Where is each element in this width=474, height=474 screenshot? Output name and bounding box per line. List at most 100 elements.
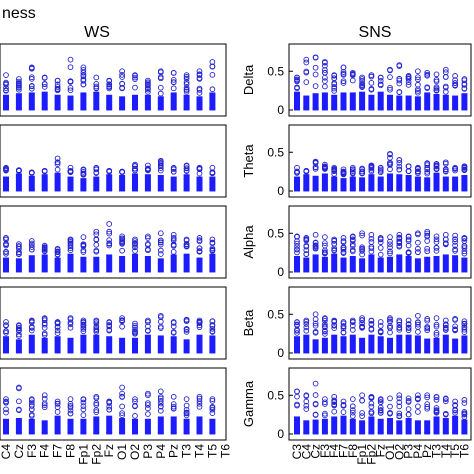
outlier-point (119, 394, 125, 400)
outlier-point (106, 228, 113, 235)
box-cz (312, 175, 319, 190)
outlier-point (387, 74, 393, 80)
outlier-point (196, 403, 203, 410)
outlier-point (145, 319, 151, 325)
outlier-point (54, 398, 61, 405)
box-f4 (41, 91, 48, 109)
outlier-point (452, 167, 458, 174)
outlier-point (183, 241, 190, 247)
outlier-point (340, 323, 347, 330)
box-c4 (303, 174, 310, 190)
outlier-point (312, 400, 319, 407)
box-f8 (349, 256, 356, 271)
outlier-point (424, 169, 431, 175)
outlier-point (170, 77, 177, 83)
outlier-point (54, 86, 61, 93)
outlier-point (183, 81, 190, 88)
outlier-point (303, 168, 310, 175)
y-tick-label: 0.5 (267, 388, 284, 402)
outlier-point (119, 236, 125, 243)
box-f7 (340, 336, 347, 352)
x-tick-label-c4: C4 (299, 444, 313, 460)
box-f3 (28, 418, 35, 433)
outlier-point (415, 329, 421, 335)
box-f4 (331, 253, 338, 271)
outlier-point (424, 327, 431, 334)
axes-frame (0, 205, 227, 279)
outlier-point (119, 410, 125, 416)
outlier-point (359, 170, 365, 177)
outlier-point (405, 82, 412, 88)
outlier-point (424, 233, 431, 240)
box-fp2 (93, 91, 100, 109)
outlier-point (170, 320, 177, 326)
outlier-point (452, 232, 458, 239)
box-o1 (119, 418, 126, 433)
box-f7 (54, 336, 61, 352)
outlier-point (28, 65, 35, 71)
box-o1 (119, 175, 126, 190)
outlier-point (93, 409, 100, 415)
x-tick-label-t6: T6 (218, 444, 232, 458)
outlier-point (209, 406, 216, 413)
box-pz (170, 92, 177, 109)
outlier-point (322, 69, 328, 76)
outlier-point (119, 68, 125, 75)
outlier-point (331, 247, 338, 254)
outlier-point (322, 67, 328, 73)
outlier-point (396, 324, 403, 331)
outlier-point (3, 328, 9, 335)
outlier-point (396, 77, 403, 84)
box-f8 (349, 176, 356, 190)
outlier-point (28, 327, 35, 334)
outlier-point (3, 167, 9, 174)
box-pz (170, 416, 177, 433)
outlier-point (3, 322, 9, 328)
panel-sns-theta: 0 0.5 Theta (241, 124, 472, 198)
outlier-point (183, 410, 190, 416)
outlier-point (106, 327, 113, 334)
outlier-point (157, 69, 164, 76)
outlier-point (3, 396, 9, 402)
outlier-point (377, 407, 384, 414)
outlier-point (41, 402, 48, 408)
outlier-point (396, 399, 403, 406)
outlier-point (106, 230, 113, 237)
outlier-point (132, 74, 138, 81)
outlier-point (322, 401, 328, 407)
outlier-point (93, 248, 100, 255)
outlier-point (80, 249, 87, 255)
x-tick-label-o1: O1 (383, 444, 397, 460)
outlier-point (157, 394, 164, 400)
outlier-point (170, 168, 177, 175)
box-f7 (54, 94, 61, 109)
outlier-point (340, 325, 347, 332)
outlier-point (28, 318, 35, 325)
outlier-point (442, 398, 449, 405)
x-tick-label-p4: P4 (411, 444, 425, 459)
box-o1 (119, 256, 126, 271)
box-t6 (461, 419, 468, 433)
outlier-point (377, 239, 384, 246)
outlier-point (452, 409, 458, 416)
outlier-point (106, 237, 113, 243)
outlier-point (424, 245, 431, 252)
outlier-point (442, 326, 449, 333)
outlier-point (80, 170, 87, 177)
outlier-point (119, 317, 125, 324)
outlier-point (93, 169, 100, 176)
outlier-point (80, 168, 87, 175)
x-tick-label-o1: O1 (115, 444, 129, 460)
outlier-point (119, 384, 125, 391)
box-t3 (433, 337, 440, 352)
outlier-point (209, 236, 216, 243)
box-f8 (67, 95, 74, 109)
outlier-point (294, 246, 300, 253)
outlier-point (41, 168, 48, 174)
outlier-point (132, 240, 138, 247)
outlier-point (368, 320, 375, 327)
outlier-point (80, 328, 87, 335)
outlier-point (368, 73, 375, 80)
outlier-point (415, 321, 421, 328)
outlier-point (196, 72, 203, 78)
